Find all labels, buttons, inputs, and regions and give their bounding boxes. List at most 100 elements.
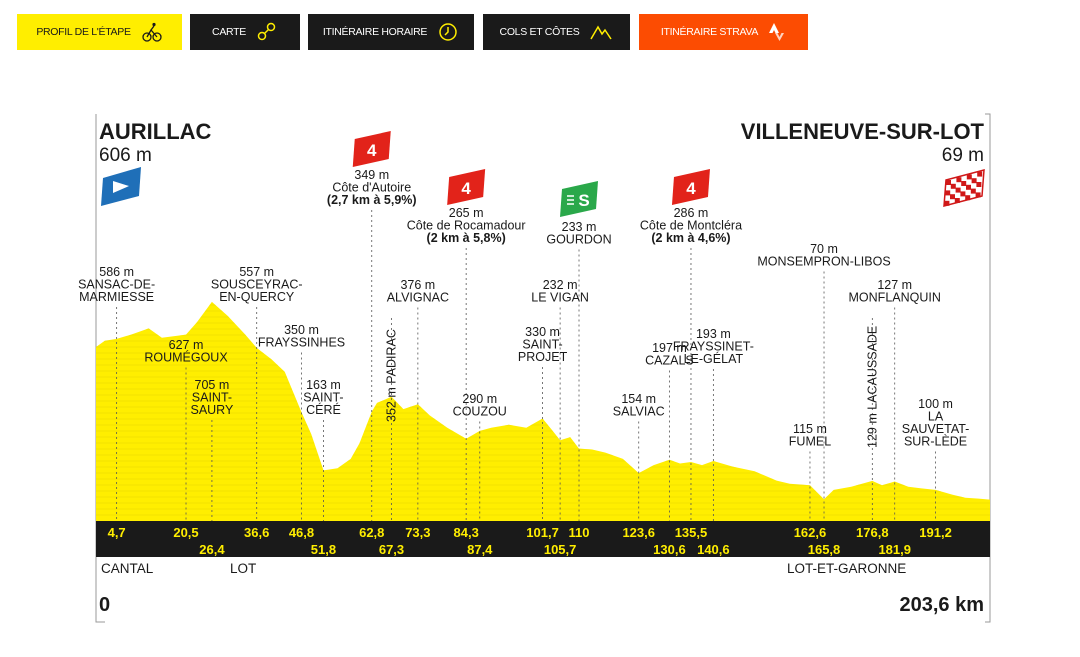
place-label: 127 m [877,278,912,292]
place-label: SANSAC-DE- [78,278,155,292]
tab-strava-label: ITINÉRAIRE STRAVA [660,26,759,38]
place-label: 627 m [169,338,204,352]
climb-category-badge: 4 [447,169,486,205]
place-label: SALVIAC [613,405,665,419]
place-label: LE-GÉLAT [684,351,744,366]
place-label: MONSEMPRON-LIBOS [757,255,890,269]
tab-climbs[interactable]: COLS ET CÔTES [483,14,630,50]
km-marker: 87,4 [467,542,493,557]
place-label: FRAYSSINHES [258,336,345,350]
km-marker: 162,6 [794,525,827,540]
place-label: MONFLANQUIN [849,291,941,305]
tab-schedule-label: ITINÉRAIRE HORAIRE [322,26,428,38]
place-label: LE VIGAN [531,291,589,305]
svg-text:4: 4 [461,179,471,198]
km-marker: 4,7 [108,525,126,540]
tab-schedule[interactable]: ITINÉRAIRE HORAIRE [308,14,474,50]
place-label: SOUSCEYRAC- [211,278,303,292]
place-label: SAUVETAT- [902,422,970,436]
place-label: 286 m [674,206,709,220]
place-label: 163 m [306,378,341,392]
km-marker: 123,6 [622,525,655,540]
place-label: 193 m [696,327,731,341]
place-label: 100 m [918,397,953,411]
start-altitude: 606 m [99,145,152,166]
place-label: Côte de Montcléra [640,219,742,233]
tab-strava[interactable]: ITINÉRAIRE STRAVA [639,14,808,50]
place-label: COUZOU [453,405,507,419]
svg-text:4: 4 [367,141,377,160]
km-marker: 165,8 [808,542,841,557]
km-marker: 130,6 [653,542,686,557]
route-map-icon [256,22,278,42]
tab-stage-profile-label: PROFIL DE L'ÉTAPE [36,26,131,38]
km-marker: 67,3 [379,542,404,557]
km-marker: 62,8 [359,525,384,540]
place-label: SAINT- [522,338,562,352]
place-label: 232 m [543,278,578,292]
department-cantal: CANTAL [101,561,154,576]
place-label: 290 m [462,392,497,406]
place-label: 705 m [195,378,230,392]
place-label: LA [928,410,944,424]
place-label: SAINT- [303,391,343,405]
km-marker: 110 [569,525,590,540]
place-label: CAZALS [645,354,694,368]
start-name: AURILLAC [99,119,212,144]
tab-map-label: CARTE [212,26,246,38]
distance-total-label: 203,6 km [899,594,984,616]
place-label: 557 m [239,265,274,279]
km-marker: 26,4 [199,542,225,557]
km-marker: 105,7 [544,542,577,557]
elevation-area [96,301,990,521]
department-lot-et-garonne: LOT-ET-GARONNE [787,561,906,576]
climb-category-badge: 4 [352,131,391,167]
place-label: FRAYSSINET- [673,340,754,354]
place-label: (2,7 km à 5,9%) [327,193,417,207]
place-label: FUMEL [789,435,831,449]
place-label: CÉRÉ [306,402,341,417]
place-label: 233 m [562,220,597,234]
tab-climbs-label: COLS ET CÔTES [499,26,580,38]
km-marker: 140,6 [697,542,730,557]
elevation-area-shape [96,301,990,521]
place-label: 70 m [810,242,838,256]
place-label: Côte d'Autoire [332,181,411,195]
km-marker: 135,5 [675,525,708,540]
place-guides [116,210,936,521]
svg-text:S: S [578,191,589,210]
strava-icon [768,22,786,42]
start-flag-icon [101,167,141,206]
department-lot: LOT [230,561,256,576]
place-label: 154 m [621,392,656,406]
place-label: SAINT- [192,391,232,405]
place-label: EN-QUERCY [219,290,295,304]
km-marker: 46,8 [289,525,314,540]
km-marker: 51,8 [311,542,336,557]
place-label: 265 m [449,206,484,220]
svg-text:4: 4 [686,179,696,198]
clock-icon [437,22,459,42]
place-label: 376 m [400,278,435,292]
place-label: PROJET [518,350,568,364]
km-marker: 84,3 [454,525,479,540]
place-label: ALVIGNAC [387,291,449,305]
chart-frame [95,113,991,623]
km-marker: 20,5 [173,525,198,540]
stage-tabs: PROFIL DE L'ÉTAPE CARTE ITINÉRAIRE HORAI… [17,14,808,50]
place-label: ROUMÉGOUX [144,350,228,365]
place-label: GOURDON [546,233,611,247]
tab-map[interactable]: CARTE [190,14,300,50]
km-marker: 181,9 [878,542,911,557]
km-markers: 4,7 20,526,4 36,6 46,8 51,8 62,8 67,373,3 84,3 8… [108,525,952,557]
km-marker: 176,8 [856,525,889,540]
place-label: Côte de Rocamadour [407,219,526,233]
place-label: (2 km à 5,8%) [427,231,506,245]
distance-band [96,521,990,557]
tab-stage-profile[interactable]: PROFIL DE L'ÉTAPE [17,14,182,50]
place-label: (2 km à 4,6%) [651,231,730,245]
finish-name: VILLENEUVE-SUR-LOT [741,119,985,144]
finish-flag-icon [943,169,985,207]
